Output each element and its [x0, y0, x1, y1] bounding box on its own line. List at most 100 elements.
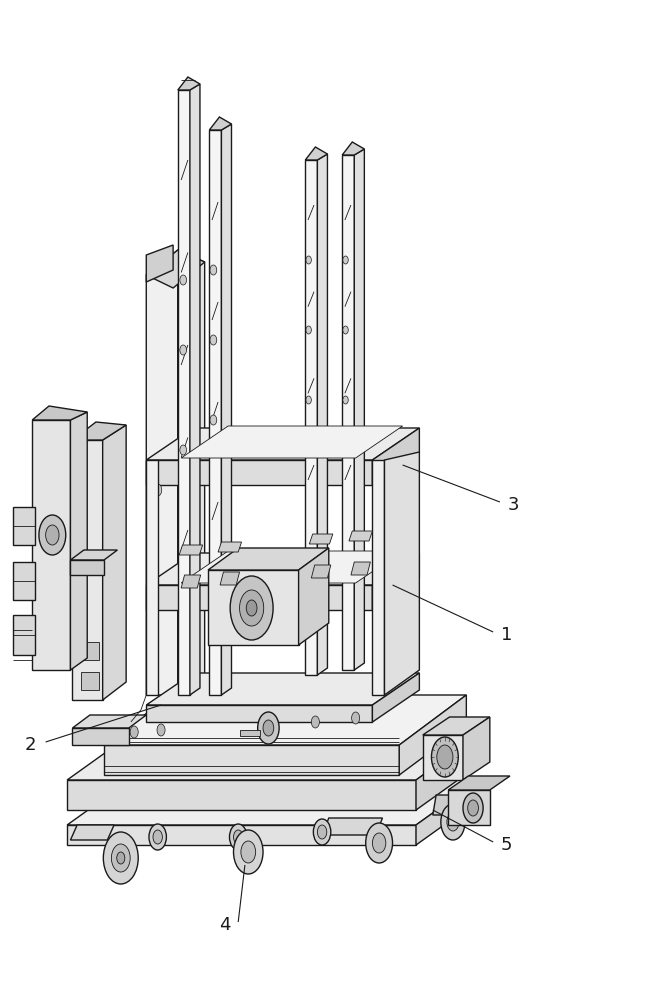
Polygon shape [178, 77, 200, 90]
Polygon shape [240, 730, 260, 736]
Polygon shape [416, 732, 483, 810]
Polygon shape [67, 777, 483, 825]
Polygon shape [299, 548, 329, 645]
Polygon shape [354, 149, 364, 670]
Circle shape [111, 844, 130, 872]
Circle shape [306, 396, 311, 404]
Polygon shape [463, 717, 490, 780]
Circle shape [352, 712, 360, 724]
Polygon shape [448, 790, 490, 825]
Circle shape [230, 576, 273, 640]
Polygon shape [305, 147, 327, 160]
Polygon shape [70, 560, 104, 575]
Circle shape [103, 832, 138, 884]
Circle shape [366, 823, 393, 863]
Polygon shape [209, 117, 231, 130]
Polygon shape [178, 250, 205, 695]
Circle shape [157, 724, 165, 736]
Polygon shape [220, 572, 240, 585]
Circle shape [437, 745, 453, 769]
Polygon shape [208, 570, 299, 645]
Polygon shape [416, 777, 483, 845]
Polygon shape [72, 715, 146, 728]
Circle shape [180, 445, 187, 455]
Circle shape [431, 737, 458, 777]
Circle shape [317, 825, 327, 839]
Polygon shape [433, 795, 483, 815]
Polygon shape [349, 531, 372, 541]
Circle shape [447, 813, 459, 831]
Circle shape [210, 335, 217, 345]
Circle shape [441, 804, 465, 840]
Polygon shape [181, 551, 403, 583]
Polygon shape [372, 553, 419, 610]
Polygon shape [104, 695, 466, 745]
Polygon shape [72, 440, 103, 700]
Polygon shape [423, 717, 490, 735]
Polygon shape [181, 426, 403, 458]
Polygon shape [146, 250, 178, 695]
Text: 4: 4 [219, 916, 231, 934]
Polygon shape [317, 154, 327, 675]
Polygon shape [146, 460, 372, 485]
Polygon shape [399, 695, 466, 775]
Circle shape [372, 833, 386, 853]
Circle shape [180, 275, 187, 285]
Polygon shape [188, 552, 403, 582]
Polygon shape [372, 460, 384, 695]
Polygon shape [423, 735, 463, 780]
Polygon shape [104, 745, 399, 775]
Circle shape [154, 484, 162, 496]
Polygon shape [208, 548, 329, 570]
Circle shape [343, 326, 348, 334]
Polygon shape [384, 452, 419, 695]
Circle shape [210, 265, 217, 275]
Polygon shape [67, 825, 416, 845]
Polygon shape [32, 420, 70, 670]
Polygon shape [146, 250, 205, 288]
Polygon shape [190, 84, 200, 695]
Polygon shape [311, 565, 331, 578]
Circle shape [241, 841, 256, 863]
Polygon shape [81, 642, 99, 660]
Polygon shape [146, 553, 419, 585]
Circle shape [39, 515, 66, 555]
Circle shape [343, 256, 348, 264]
Polygon shape [103, 425, 126, 700]
Polygon shape [67, 780, 416, 810]
Circle shape [130, 726, 138, 738]
Polygon shape [309, 534, 333, 544]
Circle shape [313, 819, 331, 845]
Polygon shape [146, 673, 419, 705]
Polygon shape [342, 142, 364, 155]
Polygon shape [72, 422, 126, 440]
Polygon shape [146, 705, 372, 722]
Polygon shape [209, 130, 221, 695]
Circle shape [153, 830, 162, 844]
Polygon shape [351, 562, 370, 575]
Circle shape [306, 326, 311, 334]
Polygon shape [221, 124, 231, 695]
Polygon shape [218, 542, 242, 552]
Circle shape [463, 793, 483, 823]
Circle shape [234, 830, 263, 874]
Polygon shape [32, 406, 87, 420]
Polygon shape [146, 428, 419, 460]
Text: 1: 1 [501, 626, 512, 644]
Polygon shape [305, 160, 317, 675]
Circle shape [210, 415, 217, 425]
Circle shape [117, 852, 125, 864]
Circle shape [234, 830, 243, 844]
Polygon shape [67, 732, 483, 780]
Polygon shape [146, 460, 158, 695]
Text: 2: 2 [24, 736, 36, 754]
Polygon shape [342, 155, 354, 670]
Polygon shape [448, 776, 510, 790]
Circle shape [240, 590, 264, 626]
Polygon shape [146, 585, 372, 610]
Circle shape [343, 396, 348, 404]
Circle shape [258, 712, 279, 744]
Polygon shape [372, 673, 419, 722]
Polygon shape [179, 545, 203, 555]
Polygon shape [70, 550, 117, 560]
